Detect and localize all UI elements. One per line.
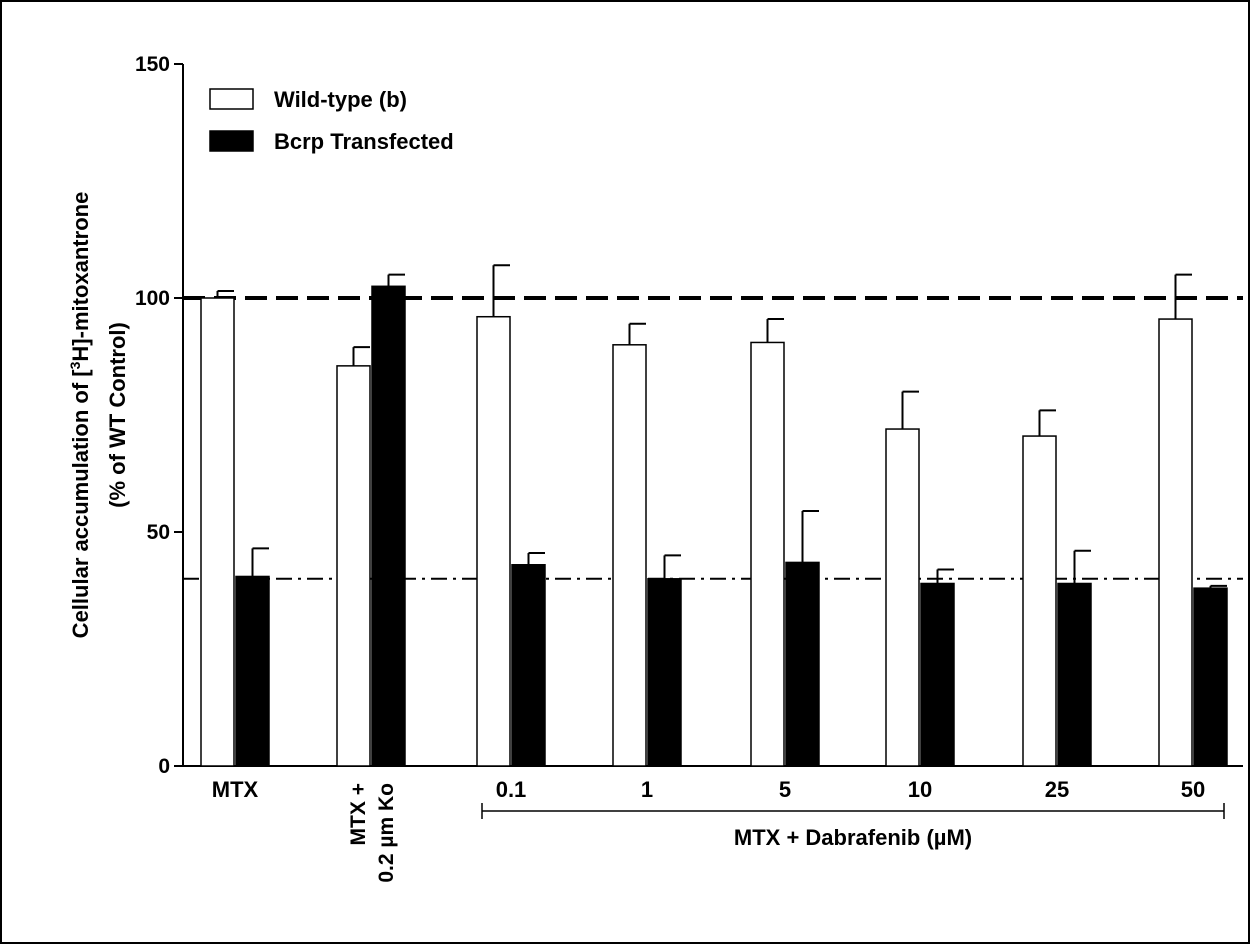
x-tick-label: 0.1 (496, 777, 527, 802)
bar (647, 578, 682, 767)
legend-swatch-wild-type (209, 88, 254, 110)
bar (1193, 587, 1228, 767)
x-tick-label: 10 (908, 777, 932, 802)
error-bars (216, 264, 1227, 589)
legend-label-wild-type: Wild-type (b) (274, 87, 407, 112)
reference-lines (183, 296, 1243, 580)
bar (235, 575, 270, 767)
x-tick-label: 25 (1045, 777, 1069, 802)
x-tick-labels: MTX MTX +0.2 µm Ko 0.1 1 5 10 25 50 (212, 777, 1205, 883)
bar (920, 582, 955, 767)
bar (476, 315, 511, 767)
bar (785, 561, 820, 767)
y-tick-label: 50 (147, 521, 170, 544)
y-axis-label-line1: Cellular accumulation of [3H]-mitoxantro… (67, 192, 93, 639)
bar (336, 365, 371, 767)
bar (1158, 318, 1193, 767)
x-tick-label: MTX (212, 777, 259, 802)
y-tick-label: 0 (158, 755, 170, 778)
bar (371, 285, 406, 767)
x-tick-label-rotated: MTX +0.2 µm Ko (347, 783, 398, 883)
bar (511, 564, 546, 767)
bar (612, 344, 647, 767)
y-axis-label-line2: (% of WT Control) (105, 322, 130, 508)
group-label: MTX + Dabrafenib (µM) (734, 825, 972, 850)
bar (1022, 435, 1057, 767)
x-tick-label-line: MTX + (347, 783, 370, 845)
bar (885, 428, 920, 767)
bar (200, 297, 235, 767)
bars (200, 285, 1228, 767)
bar (750, 341, 785, 767)
legend-swatch-bcrp (209, 130, 254, 152)
y-tick-label: 100 (135, 287, 170, 310)
x-tick-label: 5 (779, 777, 791, 802)
y-axis-label-prefix: Cellular accumulation of [ (68, 369, 93, 639)
y-axis-label-suffix: H]-mitoxantrone (68, 192, 93, 362)
legend-label-bcrp: Bcrp Transfected (274, 129, 454, 154)
group-bracket: MTX + Dabrafenib (µM) (481, 803, 1225, 850)
x-tick-label-line: 0.2 µm Ko (375, 783, 398, 883)
bar (1057, 582, 1092, 767)
legend: Wild-type (b) Bcrp Transfected (209, 87, 454, 154)
y-axis-label-superscript: 3 (67, 361, 83, 369)
x-tick-label: 50 (1181, 777, 1205, 802)
x-tick-label: 1 (641, 777, 653, 802)
y-tick-label: 150 (135, 53, 170, 76)
